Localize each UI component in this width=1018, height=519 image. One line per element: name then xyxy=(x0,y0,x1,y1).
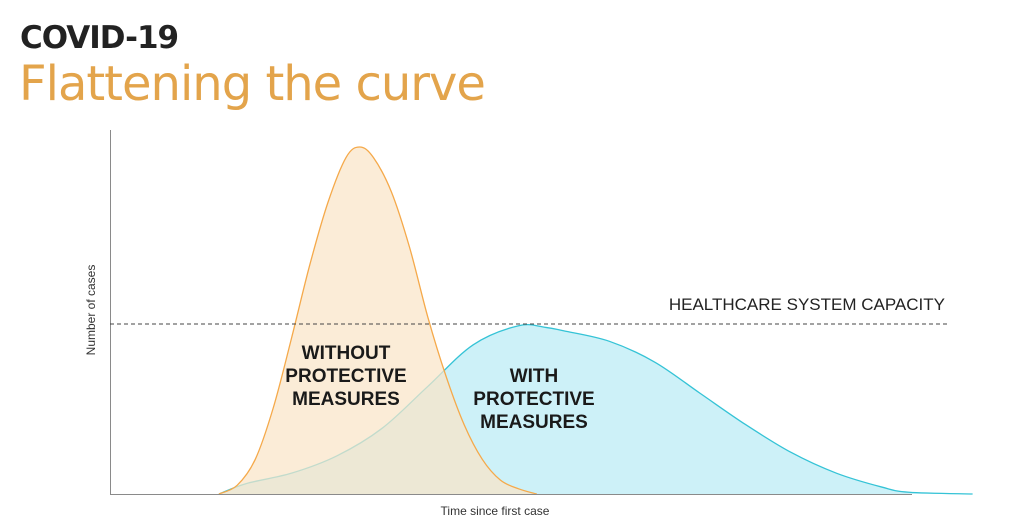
chart-areas xyxy=(218,146,973,495)
series-label-with-line-2: PROTECTIVE xyxy=(473,389,594,410)
series-label-without-line-3: MEASURES xyxy=(292,389,400,410)
series-labels: WITHOUTPROTECTIVEMEASURESWITHPROTECTIVEM… xyxy=(285,343,594,433)
x-axis-label: Time since first case xyxy=(441,504,550,518)
series-label-with-line-3: MEASURES xyxy=(480,412,588,433)
series-label-without-line-2: PROTECTIVE xyxy=(285,366,406,387)
capacity-label: HEALTHCARE SYSTEM CAPACITY xyxy=(669,295,945,314)
series-label-without-line-1: WITHOUT xyxy=(302,343,391,364)
series-line-without xyxy=(218,146,537,495)
chart-label: COVID-19 xyxy=(20,20,179,56)
series-label-with-line-1: WITH xyxy=(510,366,559,387)
chart-title: Flattening the curve xyxy=(19,56,486,112)
series-area-without xyxy=(218,147,537,494)
y-axis-label: Number of cases xyxy=(84,265,98,356)
